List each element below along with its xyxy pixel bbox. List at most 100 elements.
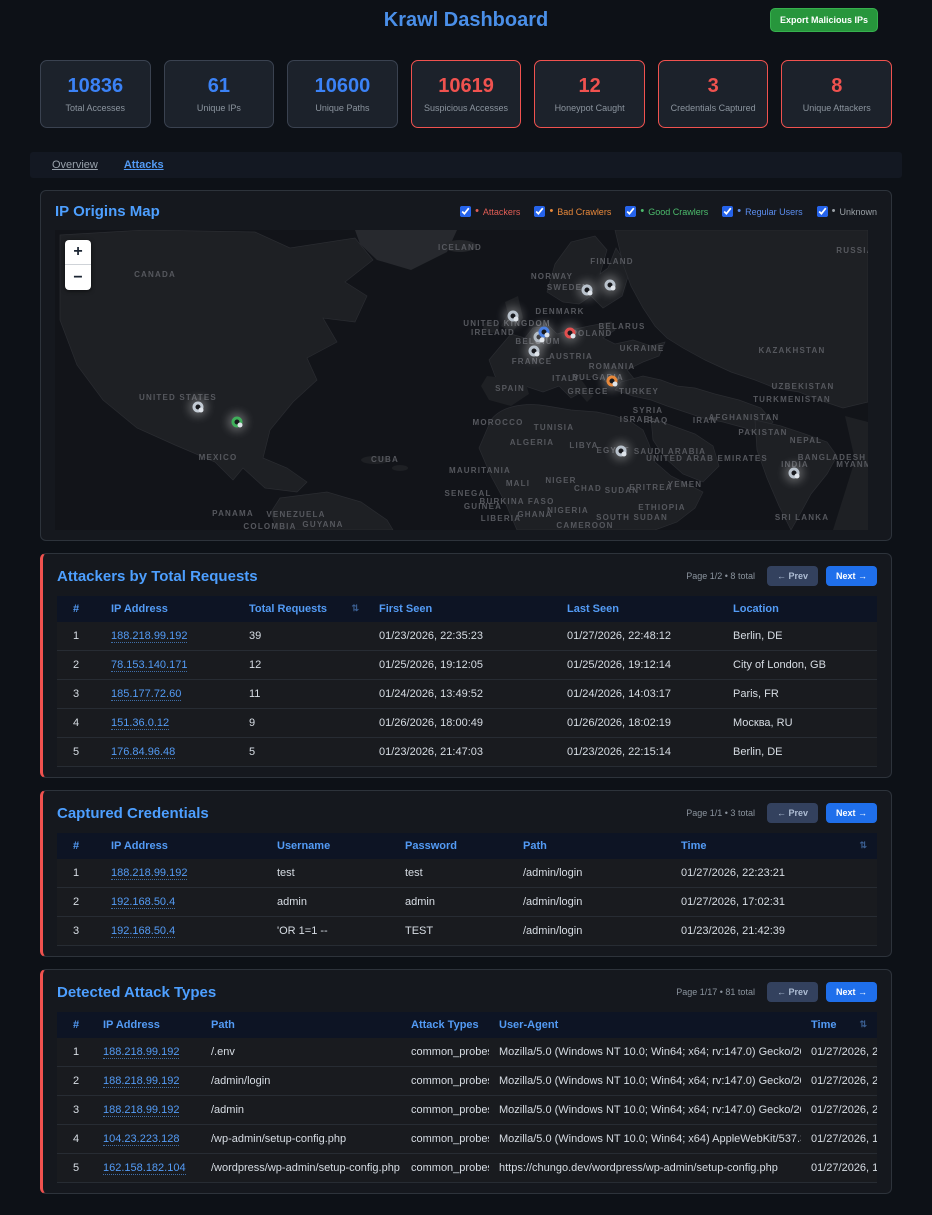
map-country-label: IRAN: [693, 416, 717, 425]
table-cell: 3: [57, 916, 101, 946]
ip-link[interactable]: 78.153.140.171: [111, 659, 188, 672]
map-country-label: UNITED STATES: [139, 393, 217, 402]
column-header[interactable]: Username: [277, 840, 331, 852]
column-header[interactable]: IP Address: [111, 603, 168, 615]
section-title: Detected Attack Types: [57, 983, 217, 1001]
column-header[interactable]: Attack Types: [411, 1019, 479, 1031]
sort-icon[interactable]: ⇅: [859, 1019, 867, 1029]
column-header[interactable]: Time ⇅: [681, 840, 867, 852]
map-country-label: ERITREA: [629, 483, 673, 492]
table-row: 5 176.84.96.48 5 01/23/2026, 21:47:03 01/23/…: [57, 737, 877, 767]
ip-link[interactable]: 162.158.182.104: [103, 1162, 186, 1175]
legend-checkbox[interactable]: [534, 206, 546, 217]
map-country-label: GREECE: [568, 387, 609, 396]
table-cell: 5: [57, 737, 101, 767]
ip-link[interactable]: 188.218.99.192: [111, 867, 188, 880]
legend-dot-icon: •: [737, 205, 742, 217]
map-marker-unknown[interactable]: [528, 345, 540, 357]
map-country-label: LIBERIA: [481, 514, 521, 523]
stat-value: 10836: [67, 75, 124, 97]
column-header[interactable]: Time ⇅: [811, 1019, 867, 1031]
column-header[interactable]: #: [73, 840, 80, 852]
legend-checkbox[interactable]: [722, 206, 734, 217]
map-country-label: NORWAY: [531, 272, 573, 281]
map-country-label: ISRAEL: [620, 415, 657, 424]
ip-link[interactable]: 176.84.96.48: [111, 746, 176, 759]
table-cell: https://chungo.dev/wordpress/wp-admin/se…: [489, 1153, 801, 1183]
prev-button[interactable]: ← Prev: [766, 982, 818, 1002]
map-marker-unknown[interactable]: [192, 401, 204, 413]
map-marker-unknown[interactable]: [581, 284, 593, 296]
table-row: 2 188.218.99.192/admin/login common_probes…: [57, 1066, 877, 1096]
prev-button[interactable]: ← Prev: [766, 803, 818, 823]
map-country-label: UKRAINE: [620, 344, 665, 353]
ip-link[interactable]: 104.23.223.128: [103, 1133, 180, 1146]
column-header[interactable]: First Seen: [379, 603, 433, 615]
ip-link[interactable]: 192.168.50.4: [111, 896, 176, 909]
column-header[interactable]: Password: [405, 840, 457, 852]
table-row: 5 162.158.182.104/wordpress/wp-admin/setu…: [57, 1153, 877, 1183]
legend-label: Regular Users: [745, 206, 803, 217]
legend-checkbox[interactable]: [460, 206, 472, 217]
column-header[interactable]: User-Agent: [499, 1019, 559, 1031]
column-header[interactable]: IP Address: [111, 840, 168, 852]
table-cell: 12: [239, 650, 369, 680]
column-header[interactable]: Total Requests ⇅: [249, 603, 359, 615]
table-cell: 'OR 1=1 --: [267, 916, 395, 946]
table-cell: Berlin, DE: [723, 737, 877, 767]
world-map[interactable]: ICELAND CANADA RUSSIA FINLAND NORWAY SWEDEN DE…: [55, 230, 868, 530]
map-marker-unknown[interactable]: [788, 467, 800, 479]
table-cell: 9: [239, 708, 369, 738]
column-header[interactable]: IP Address: [103, 1019, 160, 1031]
tab-attacks[interactable]: Attacks: [123, 159, 164, 171]
sort-icon[interactable]: ⇅: [351, 603, 359, 613]
map-marker-good-crawler[interactable]: [231, 416, 243, 428]
column-header[interactable]: Last Seen: [567, 603, 619, 615]
ip-link[interactable]: 185.177.72.60: [111, 688, 182, 701]
legend-dot-icon: •: [831, 205, 836, 217]
map-country-label: ROMANIA: [589, 362, 636, 371]
prev-button[interactable]: ← Prev: [766, 566, 818, 586]
legend-checkbox[interactable]: [625, 206, 637, 217]
map-marker-regular-user[interactable]: [538, 326, 550, 338]
map-country-label: COLOMBIA: [243, 522, 296, 530]
stat-card: 12 Honeypot Caught: [534, 60, 645, 128]
column-header[interactable]: Location: [733, 603, 779, 615]
next-button[interactable]: Next →: [825, 566, 877, 586]
map-marker-unknown[interactable]: [507, 310, 519, 322]
ip-link[interactable]: 188.218.99.192: [103, 1104, 180, 1117]
map-country-label: BULGARIA: [572, 373, 624, 382]
ip-link[interactable]: 188.218.99.192: [111, 630, 188, 643]
ip-link[interactable]: 188.218.99.192: [103, 1046, 180, 1059]
zoom-in-button[interactable]: +: [65, 240, 91, 265]
map-country-label: SAUDI ARABIA: [634, 447, 706, 456]
map-country-label: NIGER: [545, 476, 576, 485]
map-marker-bad-crawler[interactable]: [606, 375, 618, 387]
map-country-label: SRI LANKA: [775, 513, 829, 522]
ip-link[interactable]: 151.36.0.12: [111, 717, 170, 730]
ip-link[interactable]: 192.168.50.4: [111, 925, 176, 938]
column-header[interactable]: #: [73, 1019, 80, 1031]
column-header[interactable]: #: [73, 603, 80, 615]
tab-overview[interactable]: Overview: [52, 159, 98, 171]
map-country-label: UNITED ARAB EMIRATES: [646, 454, 768, 463]
next-button[interactable]: Next →: [825, 803, 877, 823]
next-button[interactable]: Next →: [825, 982, 877, 1002]
map-marker-unknown[interactable]: [615, 445, 627, 457]
legend-checkbox[interactable]: [816, 206, 828, 217]
zoom-out-button[interactable]: −: [73, 268, 83, 286]
map-marker-unknown[interactable]: [604, 279, 616, 291]
table-cell: 01/23/2026, 22:35:23: [369, 622, 557, 651]
table-cell: 39: [239, 622, 369, 651]
sort-icon[interactable]: ⇅: [859, 840, 867, 850]
map-marker-attacker[interactable]: [564, 327, 576, 339]
column-header[interactable]: Path: [211, 1019, 235, 1031]
table-cell: 2: [57, 1066, 93, 1096]
pagination: Page 1/2 • 8 total ← Prev Next →: [686, 566, 877, 586]
ip-link[interactable]: 188.218.99.192: [103, 1075, 180, 1088]
column-header[interactable]: Path: [523, 840, 547, 852]
export-malicious-ips-button[interactable]: Export Malicious IPs: [769, 8, 878, 32]
table-cell: 3: [57, 1095, 93, 1125]
table-row: 1 188.218.99.192 /.env common_probes Mozilla…: [57, 1038, 877, 1067]
table-cell: /admin/login: [513, 887, 671, 917]
